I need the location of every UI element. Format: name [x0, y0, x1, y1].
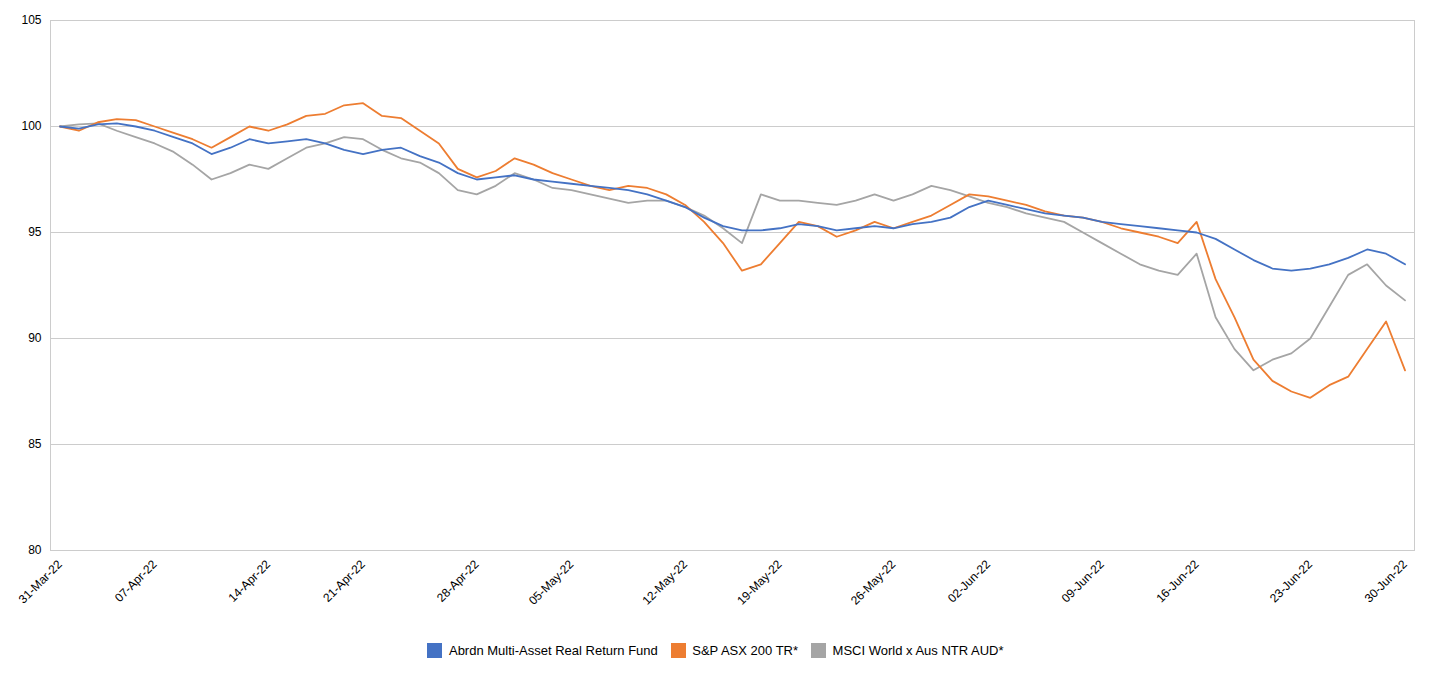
- svg-text:30-Jun-22: 30-Jun-22: [1362, 557, 1410, 605]
- svg-text:90: 90: [28, 331, 42, 345]
- svg-text:19-May-22: 19-May-22: [734, 557, 785, 608]
- html-text:MSCI World x Aus NTR AUD*: MSCI World x Aus NTR AUD*: [832, 643, 1004, 658]
- svg-text:95: 95: [28, 225, 42, 239]
- svg-text:02-Jun-22: 02-Jun-22: [945, 557, 993, 605]
- svg-text:09-Jun-22: 09-Jun-22: [1059, 557, 1107, 605]
- svg-text:14-Apr-22: 14-Apr-22: [226, 557, 274, 605]
- svg-text:100: 100: [21, 119, 41, 133]
- html-text:Abrdn Multi-Asset Real Return: Abrdn Multi-Asset Real Return Fund: [449, 643, 658, 658]
- svg-text:105: 105: [21, 13, 41, 27]
- svg-text:26-May-22: 26-May-22: [848, 557, 899, 608]
- svg-text:05-May-22: 05-May-22: [526, 557, 577, 608]
- svg-text:85: 85: [28, 437, 42, 451]
- svg-text:28-Apr-22: 28-Apr-22: [434, 557, 482, 605]
- svg-text:21-Apr-22: 21-Apr-22: [320, 557, 368, 605]
- svg-text:07-Apr-22: 07-Apr-22: [112, 557, 160, 605]
- svg-text:12-May-22: 12-May-22: [640, 557, 691, 608]
- svg-text:80: 80: [28, 543, 42, 557]
- svg-text:16-Jun-22: 16-Jun-22: [1153, 557, 1201, 605]
- html-text:S&P ASX 200 TR*: S&P ASX 200 TR*: [692, 643, 798, 658]
- svg-text:23-Jun-22: 23-Jun-22: [1267, 557, 1315, 605]
- svg-text:31-Mar-22: 31-Mar-22: [16, 557, 65, 606]
